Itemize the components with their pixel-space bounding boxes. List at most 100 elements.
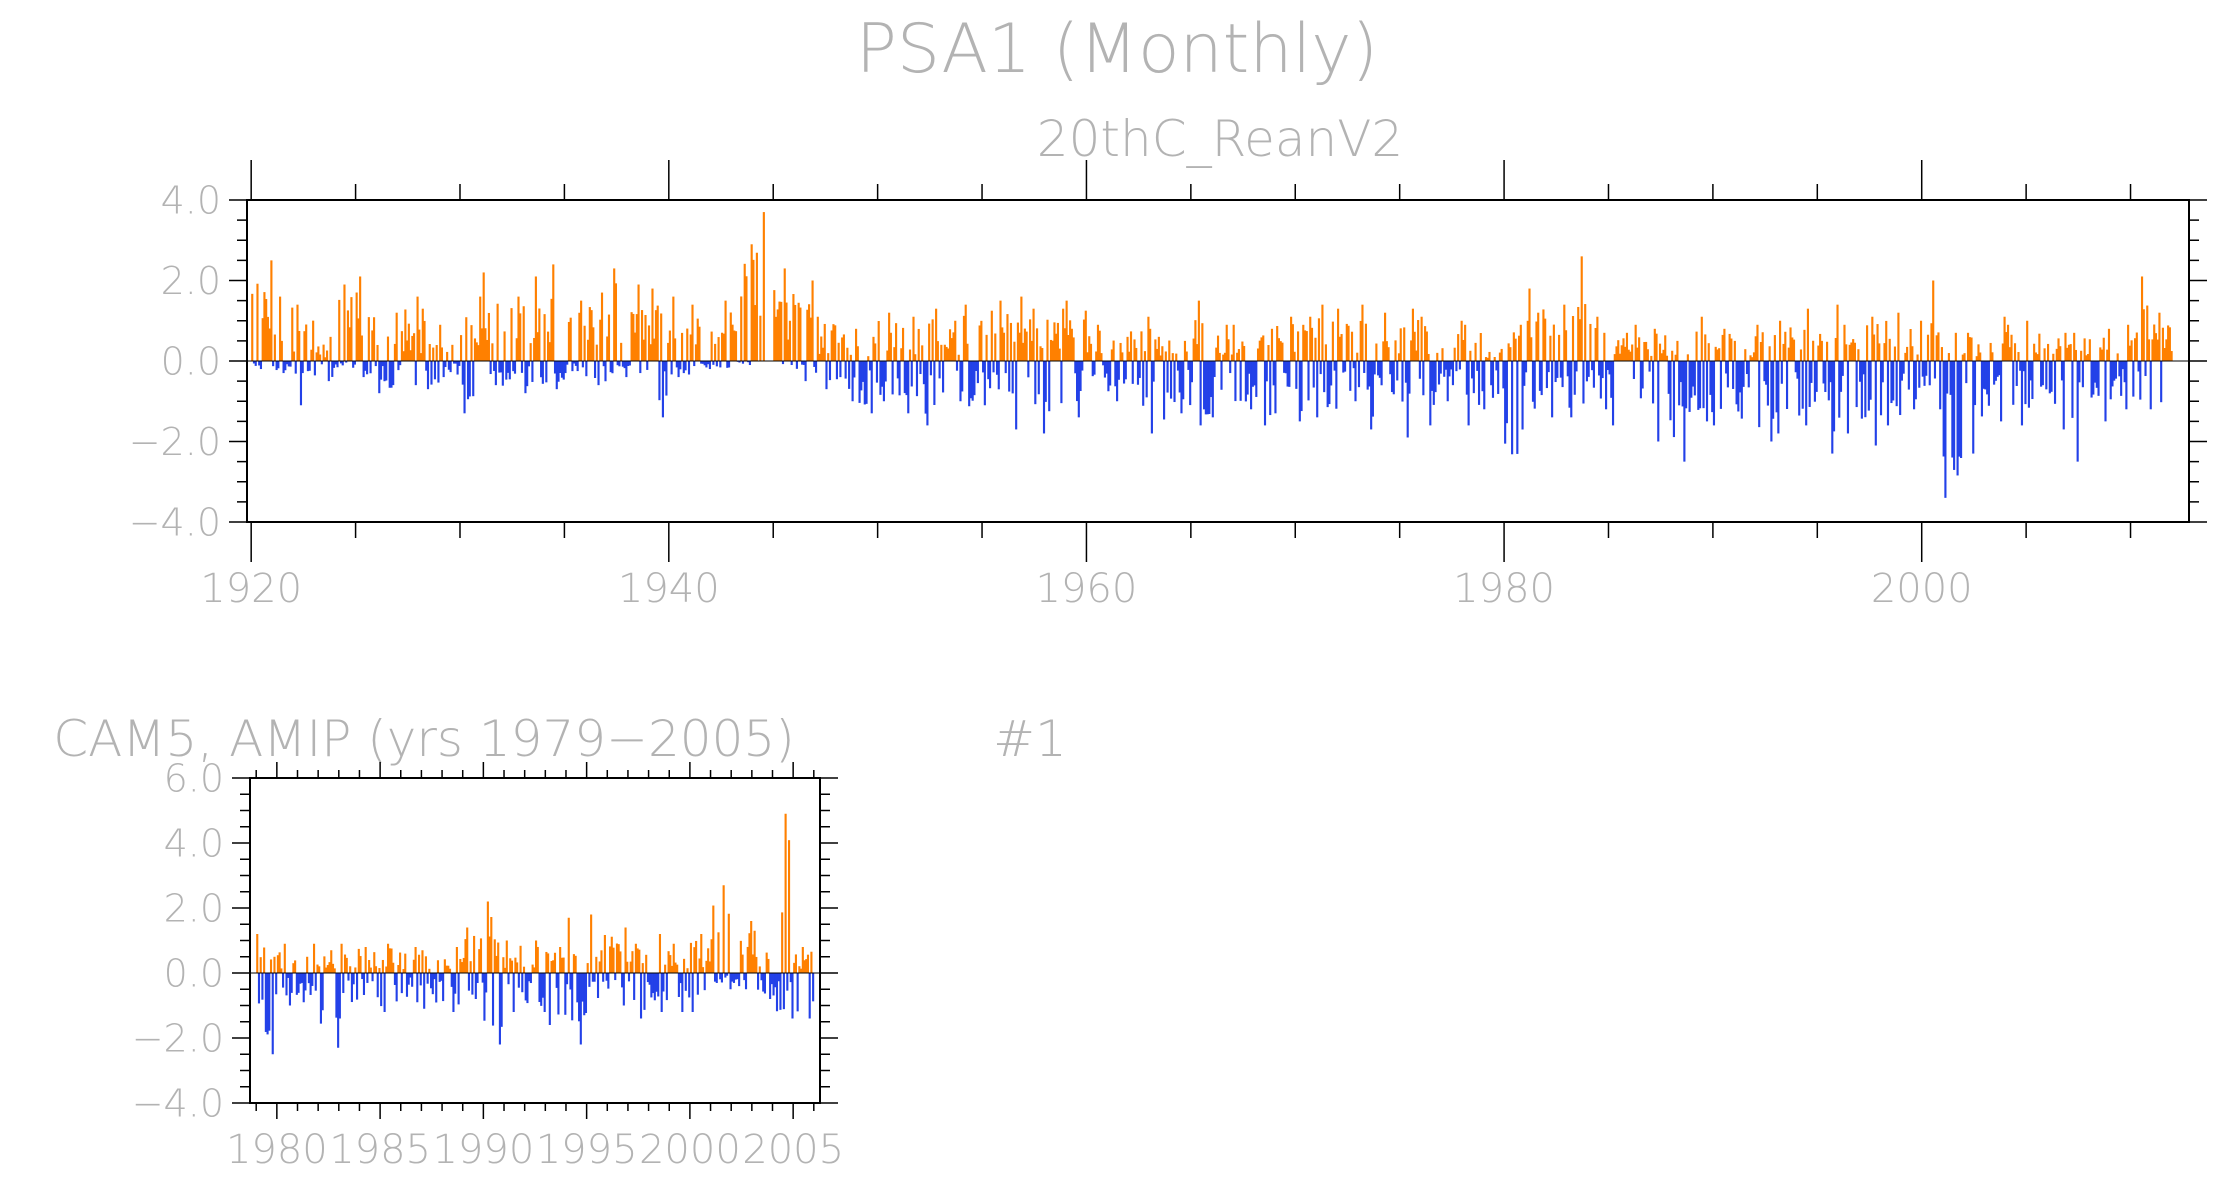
negative-bar [282, 361, 285, 374]
negative-bar [1307, 361, 1310, 401]
negative-bar [301, 361, 304, 374]
negative-bar [485, 973, 488, 993]
negative-bar [275, 361, 278, 371]
positive-bar [672, 943, 675, 973]
negative-bar [1323, 361, 1326, 393]
positive-bar [270, 260, 273, 362]
positive-bar [1878, 343, 1881, 361]
positive-bar [326, 350, 329, 361]
positive-bar [1655, 333, 1658, 361]
positive-bar [428, 968, 431, 973]
negative-bar [1490, 361, 1493, 386]
negative-bar [2090, 361, 2093, 398]
positive-bar [479, 296, 482, 361]
positive-bar [393, 343, 397, 361]
positive-bar [1164, 351, 1167, 361]
positive-bar [640, 310, 644, 361]
positive-bar [2165, 339, 2168, 361]
negative-bar [430, 973, 433, 989]
negative-bar [472, 361, 475, 397]
positive-bar [324, 357, 327, 361]
negative-bar [905, 361, 908, 396]
positive-bar [1069, 320, 1072, 361]
negative-bar [393, 973, 396, 985]
positive-bar [504, 967, 507, 973]
x-tick-label: 1920 [200, 566, 302, 612]
positive-bar [1589, 323, 1592, 361]
negative-bar [1163, 361, 1166, 420]
negative-bar [1531, 361, 1535, 402]
positive-bar [948, 329, 952, 361]
positive-bar [1462, 339, 1465, 361]
positive-bar [390, 948, 393, 973]
negative-bar [521, 973, 524, 993]
negative-bar [2114, 361, 2118, 379]
negative-bar [839, 361, 842, 378]
negative-bar [705, 361, 708, 368]
negative-bar [1867, 361, 1870, 411]
positive-bar [2161, 327, 2164, 361]
negative-bar [1220, 361, 1223, 390]
negative-bar [1742, 361, 1745, 387]
negative-bar [362, 973, 366, 995]
positive-bar [1704, 334, 1707, 361]
positive-bar [445, 965, 448, 973]
positive-bar [1552, 324, 1555, 361]
positive-bar [644, 315, 647, 361]
y-tick-label: 2.0 [164, 887, 224, 931]
negative-bar [2132, 361, 2135, 397]
positive-bar [343, 954, 347, 973]
positive-bar [503, 331, 506, 361]
positive-bar [717, 932, 720, 973]
negative-bar [1363, 361, 1366, 373]
negative-bar [1244, 361, 1247, 402]
positive-bar [1578, 319, 1582, 361]
positive-bar [1848, 344, 1851, 361]
positive-bar [755, 252, 758, 361]
positive-bar [1029, 319, 1032, 361]
positive-bar [1243, 345, 1246, 361]
positive-bar [350, 297, 353, 361]
positive-bar [1215, 347, 1218, 361]
positive-bar [1932, 280, 1935, 361]
negative-bar [1176, 361, 1180, 371]
positive-bar [292, 351, 296, 361]
positive-bar [404, 309, 407, 361]
positive-bar [259, 957, 262, 973]
negative-bar [520, 361, 524, 373]
negative-bar [701, 361, 705, 364]
negative-bar [583, 973, 586, 1016]
positive-bar [294, 960, 297, 973]
positive-bar [724, 300, 727, 362]
negative-bar [1862, 361, 1865, 375]
positive-bar [1909, 329, 1912, 361]
negative-bar [471, 973, 474, 995]
negative-bar [309, 973, 312, 995]
positive-bar [1871, 316, 1874, 361]
positive-bar [1627, 349, 1630, 361]
negative-bar [313, 361, 316, 376]
positive-bar [1359, 320, 1362, 361]
positive-bar [567, 917, 570, 973]
negative-bar [1690, 361, 1693, 398]
negative-bar [450, 973, 453, 987]
positive-bar [818, 353, 821, 361]
positive-bar [750, 244, 753, 361]
positive-bar [783, 268, 786, 361]
negative-bar [691, 973, 694, 1012]
positive-bar [2100, 349, 2104, 361]
negative-bar [1860, 361, 1863, 419]
positive-bar [447, 965, 450, 973]
positive-bar [534, 276, 537, 361]
negative-bar [2149, 361, 2152, 410]
negative-bar [1559, 361, 1562, 378]
negative-bar [1692, 361, 1695, 387]
positive-bar [2074, 349, 2077, 361]
negative-bar [639, 973, 643, 1019]
positive-bar [2135, 332, 2138, 361]
negative-bar [703, 973, 706, 991]
negative-bar [1206, 361, 1209, 415]
positive-bar [877, 321, 880, 361]
y-tick-label: −4.0 [132, 1082, 224, 1126]
negative-bar [1900, 361, 1903, 381]
